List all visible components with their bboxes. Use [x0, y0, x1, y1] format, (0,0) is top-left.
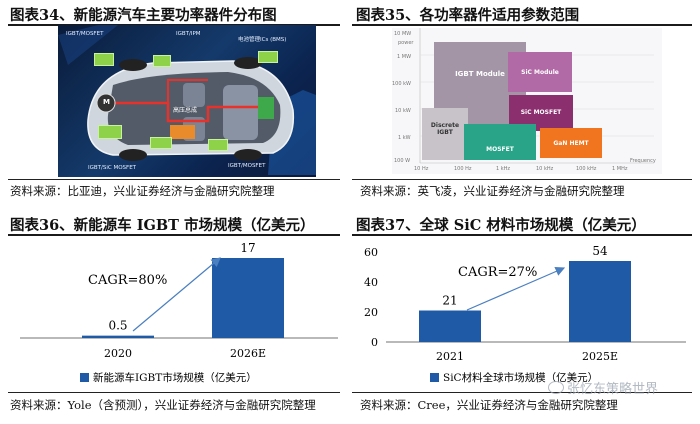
fig35-title: 图表35、各功率器件适用参数范围 — [356, 7, 580, 24]
fig34-bottom-rule — [8, 179, 340, 180]
power-device-range-diagram: 10 MW power 1 MW 100 kW 10 kW 1 kW 100 W… — [392, 28, 662, 174]
fig35-top-rule — [352, 24, 692, 26]
igbt-market-chart: 0.5 17 2020 2026E CAGR=80% 新能源车IGBT市场规模（… — [20, 241, 338, 384]
fig36-top-rule — [8, 234, 340, 236]
green-module-5 — [150, 137, 172, 149]
legend-swatch — [80, 373, 89, 382]
bar-2020 — [82, 335, 154, 338]
xtick-1mhz: 1 MHz — [612, 166, 628, 172]
fig35-source: 资料来源：英飞凌，兴业证券经济与金融研究院整理 — [360, 184, 625, 198]
fig36-bottom-rule — [8, 392, 340, 393]
fig35-bottom-rule — [352, 179, 692, 180]
category-2021: 2021 — [436, 350, 464, 363]
xtick-100hz: 100 Hz — [454, 166, 472, 172]
fig36-title: 图表36、新能源车 IGBT 市场规模（亿美元） — [10, 217, 315, 234]
fig37-top-rule — [352, 234, 692, 236]
ytick-60: 60 — [364, 246, 378, 259]
value-label-2021: 21 — [442, 294, 457, 308]
xtick-10hz: 10 Hz — [414, 166, 429, 172]
xtick-frequency: Frequency — [630, 158, 656, 164]
car-illustration — [58, 25, 316, 175]
region-gan-hemt: GaN HEMT — [540, 128, 602, 158]
fig34-title: 图表34、新能源汽车主要功率器件分布图 — [10, 7, 277, 24]
growth-arrow — [466, 266, 566, 311]
green-module-4 — [98, 125, 122, 139]
ev-power-device-diagram: IGBT/MOSFET IGBT/IPM 电池管理ICs (BMS) IGBT/… — [58, 25, 316, 177]
ytick-1kw: 1 kW — [398, 135, 411, 141]
value-label-2025e: 54 — [592, 244, 608, 258]
cagr-label: CAGR=27% — [458, 265, 537, 280]
xtick-100khz: 100 kHz — [576, 166, 597, 172]
sic-market-chart: 0 20 40 60 21 54 2021 2025E CAGR=27% SiC… — [364, 244, 686, 384]
legend-swatch — [430, 373, 439, 382]
green-module-1 — [94, 53, 114, 66]
ytick-0: 0 — [371, 336, 378, 349]
ytick-10kw: 10 kW — [395, 108, 411, 114]
legend-label: SiC材料全球市场规模（亿美元） — [443, 371, 598, 384]
label-igbt-ipm: IGBT/IPM — [176, 31, 201, 37]
ytick-100w: 100 W — [394, 158, 411, 164]
label-igbt-mosfet-2: IGBT/MOSFET — [228, 163, 266, 169]
label-high-voltage-assembly: 高压总成 — [173, 107, 198, 114]
category-2026e: 2026E — [230, 347, 266, 360]
ytick-power: power — [398, 40, 414, 46]
fig37-bottom-rule — [352, 392, 692, 393]
region-mosfet: MOSFET — [464, 124, 536, 160]
bar-2025e — [569, 261, 631, 342]
xtick-10khz: 10 kHz — [536, 166, 554, 172]
bar-2021 — [419, 310, 481, 342]
green-module-6 — [208, 139, 228, 151]
ytick-1mw: 1 MW — [397, 54, 412, 60]
value-label-2026e: 17 — [240, 241, 255, 255]
label-motor: M — [103, 98, 110, 106]
ytick-10mw: 10 MW — [394, 31, 412, 37]
cagr-label: CAGR=80% — [88, 273, 167, 288]
label-igbt-sic-mosfet: IGBT/SiC MOSFET — [88, 165, 137, 171]
ytick-20: 20 — [364, 306, 378, 319]
category-2020: 2020 — [104, 347, 132, 360]
green-module-3 — [258, 51, 278, 63]
ytick-100kw: 100 kW — [392, 81, 411, 87]
wechat-icon — [548, 381, 564, 394]
fig37-source: 资料来源：Cree，兴业证券经济与金融研究院整理 — [360, 398, 618, 412]
watermark: 张忆东策略世界 — [548, 378, 658, 397]
growth-arrow — [132, 257, 221, 332]
fig36-source: 资料来源：Yole（含预测），兴业证券经济与金融研究院整理 — [10, 398, 316, 412]
bar-2026e — [212, 258, 284, 338]
value-label-2020: 0.5 — [108, 319, 127, 333]
region-discrete-igbt: Discrete IGBT — [422, 108, 468, 160]
category-2025e: 2025E — [582, 350, 618, 363]
ytick-40: 40 — [364, 276, 378, 289]
region-sic-module: SiC Module — [508, 52, 572, 92]
fig37-title: 图表37、全球 SiC 材料市场规模（亿美元） — [356, 217, 646, 234]
fig34-source: 资料来源：比亚迪，兴业证券经济与金融研究院整理 — [10, 184, 275, 198]
label-bms: 电池管理ICs (BMS) — [238, 37, 287, 43]
green-module-2 — [153, 55, 171, 67]
label-igbt-mosfet-1: IGBT/MOSFET — [66, 31, 104, 37]
legend-label: 新能源车IGBT市场规模（亿美元） — [93, 371, 257, 384]
xtick-1khz: 1 kHz — [496, 166, 511, 172]
